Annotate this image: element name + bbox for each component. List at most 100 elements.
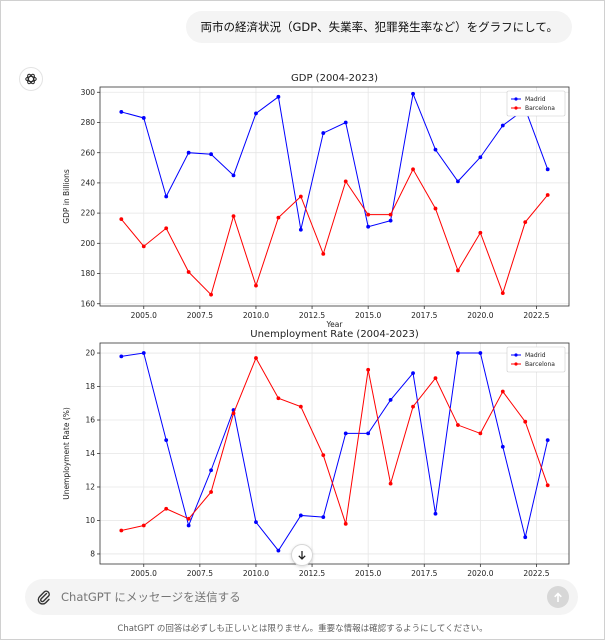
x-tick-label: 2017.5 bbox=[411, 311, 437, 320]
data-point-barcelona bbox=[545, 483, 550, 488]
data-point-madrid bbox=[456, 179, 460, 184]
data-point-barcelona bbox=[298, 404, 303, 409]
data-point-madrid bbox=[164, 438, 169, 443]
x-tick-label: 2005.0 bbox=[131, 311, 157, 320]
x-tick-label: 2020.0 bbox=[467, 569, 493, 578]
x-tick-label: 2022.5 bbox=[523, 569, 549, 578]
y-tick-label: 16 bbox=[85, 416, 95, 425]
data-point-madrid bbox=[366, 224, 371, 229]
data-point-madrid bbox=[119, 354, 124, 359]
openai-logo-icon-glyph bbox=[25, 73, 37, 85]
y-tick-label: 8 bbox=[90, 550, 95, 559]
x-tick-label: 2012.5 bbox=[299, 311, 325, 320]
legend-marker bbox=[514, 353, 518, 357]
data-point-madrid bbox=[119, 110, 124, 114]
legend-label: Barcelona bbox=[525, 361, 555, 368]
data-point-barcelona bbox=[366, 212, 371, 217]
data-point-barcelona bbox=[254, 283, 258, 288]
y-tick-label: 280 bbox=[81, 118, 96, 127]
data-point-barcelona bbox=[186, 516, 191, 521]
legend-marker bbox=[514, 97, 518, 101]
data-point-barcelona bbox=[478, 431, 483, 436]
data-point-madrid bbox=[164, 194, 169, 199]
data-point-madrid bbox=[298, 227, 303, 232]
data-point-madrid bbox=[433, 511, 438, 516]
data-point-madrid bbox=[523, 535, 528, 540]
data-point-madrid bbox=[141, 116, 146, 120]
data-point-barcelona bbox=[411, 404, 415, 409]
y-tick-label: 160 bbox=[81, 299, 96, 308]
data-point-barcelona bbox=[321, 251, 326, 256]
x-tick-label: 2022.5 bbox=[523, 311, 549, 320]
data-point-madrid bbox=[388, 218, 393, 223]
y-tick-label: 20 bbox=[85, 349, 95, 358]
data-point-barcelona bbox=[523, 419, 528, 424]
data-point-barcelona bbox=[164, 226, 169, 231]
data-point-barcelona bbox=[500, 389, 505, 394]
paperclip-icon bbox=[37, 590, 50, 605]
plot-frame bbox=[99, 86, 570, 307]
arrow-up-icon bbox=[554, 591, 562, 602]
data-point-madrid bbox=[388, 398, 393, 402]
data-point-barcelona bbox=[388, 481, 393, 486]
data-point-madrid bbox=[254, 111, 258, 116]
data-point-madrid bbox=[478, 155, 483, 160]
x-tick-label: 2007.5 bbox=[187, 569, 213, 578]
y-tick-label: 10 bbox=[85, 516, 95, 525]
attach-button[interactable] bbox=[35, 588, 53, 606]
y-tick-label: 260 bbox=[81, 148, 96, 157]
data-point-barcelona bbox=[321, 453, 326, 458]
send-button[interactable] bbox=[547, 586, 569, 608]
data-point-barcelona bbox=[231, 411, 236, 416]
data-point-barcelona bbox=[119, 528, 124, 533]
x-tick-label: 2015.0 bbox=[355, 569, 381, 578]
data-point-madrid bbox=[343, 431, 348, 436]
y-axis-label: Unemployment Rate (%) bbox=[62, 407, 71, 500]
data-point-madrid bbox=[276, 94, 281, 99]
data-point-madrid bbox=[298, 513, 303, 518]
x-tick-label: 2015.0 bbox=[355, 311, 381, 320]
legend-label: Madrid bbox=[525, 96, 546, 103]
x-tick-label: 2020.0 bbox=[467, 311, 493, 320]
data-point-barcelona bbox=[343, 179, 348, 184]
data-point-madrid bbox=[545, 438, 550, 443]
chart-1: GDP (2004-2023) 2005.0 2007.5 2010.0 2012.5 2… bbox=[62, 73, 570, 329]
scroll-to-bottom-button[interactable] bbox=[291, 544, 313, 566]
series-line-madrid bbox=[121, 91, 549, 230]
chart-title: GDP (2004-2023) bbox=[291, 73, 378, 84]
data-point-madrid bbox=[276, 548, 281, 553]
data-point-barcelona bbox=[298, 194, 303, 199]
y-tick-label: 300 bbox=[81, 88, 96, 97]
data-point-madrid bbox=[343, 120, 348, 125]
user-message-bubble: 両市の経済状況（GDP、失業率、犯罪発生率など）をグラフにして。 bbox=[186, 11, 572, 43]
data-point-madrid bbox=[500, 123, 505, 128]
data-point-madrid bbox=[321, 515, 326, 520]
data-point-barcelona bbox=[478, 230, 483, 235]
data-point-barcelona bbox=[366, 367, 371, 372]
x-tick-label: 2010.0 bbox=[243, 569, 269, 578]
disclaimer-text: ChatGPT の回答は必ずしも正しいとは限りません。重要な情報は確認するように… bbox=[117, 624, 488, 634]
data-point-madrid bbox=[411, 91, 415, 96]
data-point-madrid bbox=[500, 444, 505, 449]
arrow-down-icon bbox=[298, 551, 306, 560]
message-composer bbox=[25, 579, 578, 615]
data-point-madrid bbox=[321, 131, 326, 135]
series-line-madrid bbox=[121, 352, 549, 552]
data-point-barcelona bbox=[456, 423, 460, 427]
data-point-barcelona bbox=[254, 356, 258, 360]
data-point-barcelona bbox=[433, 376, 438, 381]
data-point-madrid bbox=[411, 371, 415, 376]
data-point-madrid bbox=[209, 468, 213, 473]
data-point-barcelona bbox=[209, 490, 213, 494]
y-tick-label: 12 bbox=[85, 483, 95, 492]
message-input[interactable] bbox=[61, 579, 481, 615]
data-point-madrid bbox=[186, 150, 191, 155]
data-point-barcelona bbox=[433, 206, 438, 211]
data-point-madrid bbox=[254, 520, 258, 525]
data-point-barcelona bbox=[276, 215, 281, 220]
data-point-barcelona bbox=[411, 167, 415, 172]
data-point-barcelona bbox=[276, 396, 281, 401]
legend-label: Barcelona bbox=[525, 105, 555, 112]
x-axis-label: Year bbox=[326, 320, 344, 329]
data-point-barcelona bbox=[164, 506, 169, 511]
